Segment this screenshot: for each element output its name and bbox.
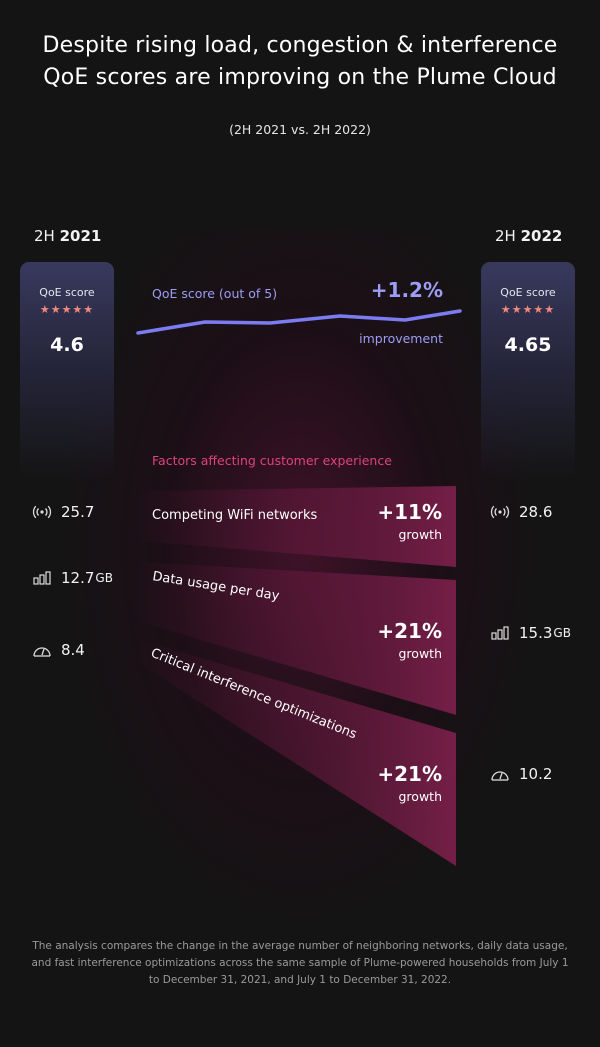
qoe-change-value: +1.2% bbox=[371, 278, 443, 302]
factor-band-wifi bbox=[140, 486, 456, 567]
bar-chart-icon bbox=[32, 569, 52, 587]
page-subtitle: (2H 2021 vs. 2H 2022) bbox=[229, 122, 371, 137]
speedometer-icon bbox=[490, 765, 510, 783]
star-rating-icon: ★★★★★ bbox=[39, 303, 95, 316]
period-label-2021: 2H 2021 bbox=[34, 227, 102, 245]
metric-wifi-2022: 28.6 bbox=[490, 503, 552, 521]
factor-band-interference bbox=[140, 640, 456, 866]
factor-label-wifi: Competing WiFi networks bbox=[152, 508, 318, 523]
bar-chart-icon bbox=[490, 624, 510, 642]
qoe-score-label: QoE score bbox=[500, 286, 556, 299]
wifi-signal-icon bbox=[32, 503, 52, 521]
metric-interference-2022: 10.2 bbox=[490, 765, 552, 783]
title-line-2: QoE scores are improving on the Plume Cl… bbox=[43, 65, 557, 90]
factor-change-label-wifi: growth bbox=[399, 527, 443, 542]
wifi-signal-icon bbox=[490, 503, 510, 521]
metric-data-usage-2021: 12.7 GB bbox=[32, 569, 113, 587]
qoe-score-value-2022: 4.65 bbox=[504, 334, 552, 356]
period-year-2021: 2021 bbox=[59, 227, 102, 245]
footnote: The analysis compares the change in the … bbox=[31, 940, 569, 986]
qoe-line-label: QoE score (out of 5) bbox=[152, 286, 277, 301]
factor-change-data-usage: +21% bbox=[377, 619, 442, 643]
factor-band-data-usage bbox=[140, 562, 456, 715]
period-label-2022: 2H 2022 bbox=[495, 227, 563, 245]
metric-wifi-2021: 25.7 bbox=[32, 503, 94, 521]
metric-value: 10.2 bbox=[519, 765, 553, 783]
star-rating-icon: ★★★★★ bbox=[500, 303, 556, 316]
metric-value: 8.4 bbox=[61, 641, 85, 659]
qoe-score-card-2021: QoE score ★★★★★ 4.6 bbox=[20, 262, 114, 480]
factor-change-label-data-usage: growth bbox=[399, 646, 443, 661]
speedometer-icon bbox=[32, 641, 52, 659]
period-year-2022: 2022 bbox=[520, 227, 563, 245]
metric-value: 15.3 bbox=[519, 624, 553, 642]
metric-value: 28.6 bbox=[519, 503, 553, 521]
qoe-change-label: improvement bbox=[359, 331, 443, 346]
metric-value: 25.7 bbox=[61, 503, 95, 521]
factor-change-label-interference: growth bbox=[399, 789, 443, 804]
factor-change-wifi: +11% bbox=[377, 500, 442, 524]
title-line-1: Despite rising load, congestion & interf… bbox=[42, 33, 558, 58]
metric-data-usage-2022: 15.3 GB bbox=[490, 624, 571, 642]
page-title: Despite rising load, congestion & interf… bbox=[10, 30, 590, 94]
metric-unit: GB bbox=[553, 626, 571, 640]
metric-unit: GB bbox=[95, 571, 113, 585]
qoe-score-value-2021: 4.6 bbox=[50, 334, 84, 356]
factors-heading: Factors affecting customer experience bbox=[152, 453, 392, 468]
factor-change-interference: +21% bbox=[377, 762, 442, 786]
metric-value: 12.7 bbox=[61, 569, 95, 587]
qoe-score-card-2022: QoE score ★★★★★ 4.65 bbox=[481, 262, 575, 480]
metric-interference-2021: 8.4 bbox=[32, 641, 85, 659]
qoe-score-label: QoE score bbox=[39, 286, 95, 299]
qoe-trend-line bbox=[136, 309, 462, 335]
